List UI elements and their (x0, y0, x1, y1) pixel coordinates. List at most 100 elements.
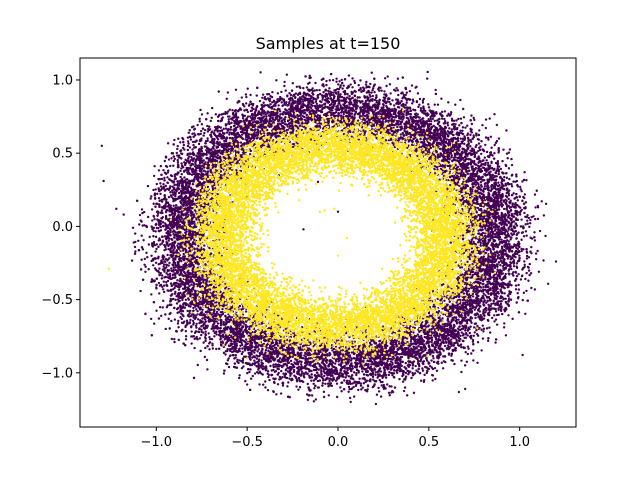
outer-ring-point (323, 374, 326, 378)
outer-ring-point (508, 280, 511, 283)
outer-ring-point (516, 183, 519, 187)
outer-ring-point (173, 183, 177, 186)
outer-ring-point (412, 391, 416, 395)
outer-ring-point (176, 278, 179, 282)
outer-ring-point (350, 387, 354, 390)
outer-ring-point (192, 306, 195, 310)
outer-ring-point (352, 395, 356, 398)
outer-ring-point (359, 384, 363, 387)
outer-ring-point (397, 93, 400, 97)
outer-ring-point (474, 316, 477, 320)
outer-ring-point (367, 112, 370, 115)
outer-ring-point (398, 377, 401, 381)
outer-ring-point (473, 331, 476, 334)
outer-ring-point (184, 338, 188, 341)
outer-ring-point (258, 383, 261, 386)
outer-ring-point (478, 148, 482, 152)
outer-ring-point (384, 376, 388, 379)
outer-ring-point (516, 292, 519, 295)
outer-ring-point (166, 142, 170, 145)
chart-title: Samples at t=150 (256, 34, 401, 53)
outer-ring-point (349, 400, 352, 404)
outer-ring-point (494, 341, 497, 344)
outer-ring-point (517, 283, 520, 287)
outer-ring-point (481, 123, 484, 127)
outer-ring-point (154, 235, 158, 239)
outer-ring-point (387, 391, 391, 395)
outer-ring-point (496, 160, 500, 163)
outer-ring-point (180, 162, 183, 165)
outer-ring-point (450, 128, 453, 131)
outer-ring-point (371, 87, 375, 90)
outer-ring-point (486, 197, 489, 200)
outer-ring-point (427, 148, 431, 152)
outer-ring-point (458, 124, 461, 127)
outer-ring-point (144, 270, 147, 273)
outer-ring-point (483, 299, 487, 302)
outer-ring-point (412, 331, 415, 334)
outer-ring-point (271, 90, 274, 94)
outer-ring-point (478, 225, 482, 228)
outer-ring-point (512, 265, 516, 268)
outer-ring-point (402, 389, 406, 393)
outer-ring-point (203, 131, 206, 135)
outer-ring-point (173, 157, 177, 161)
outer-ring-point (510, 184, 514, 188)
outer-ring-point (246, 330, 250, 334)
outer-ring-point (167, 247, 170, 251)
outer-ring-point (146, 215, 150, 219)
outer-ring-point (477, 229, 480, 232)
outer-ring-point (502, 326, 506, 329)
outer-ring-point (281, 104, 284, 108)
outer-ring-point (352, 371, 356, 374)
outer-ring-point (504, 272, 507, 276)
outer-ring-point (341, 87, 344, 90)
outer-ring-point (343, 367, 347, 370)
outer-ring-point (211, 130, 214, 133)
outer-ring-point (225, 97, 228, 101)
outer-ring-point (197, 330, 200, 333)
outer-ring-point (179, 141, 182, 144)
outer-ring-point (358, 377, 361, 380)
outer-ring-point (158, 292, 161, 295)
outer-ring-point (211, 342, 214, 345)
outer-ring-point (259, 71, 262, 74)
outer-ring-point (134, 250, 137, 253)
outer-ring-point (411, 367, 414, 370)
outer-ring-point (534, 206, 537, 209)
outer-ring-point (147, 243, 151, 246)
outer-ring-point (255, 370, 259, 374)
outer-ring-point (146, 256, 149, 259)
outer-ring-point (191, 319, 195, 323)
outer-ring-point (324, 382, 327, 385)
outer-ring-point (460, 370, 463, 374)
outer-ring-point (507, 197, 510, 201)
outer-ring-point (432, 357, 435, 360)
outer-ring-point (255, 94, 258, 97)
outer-ring-point (510, 182, 513, 186)
outer-ring-point (276, 383, 280, 386)
outer-ring-point (486, 299, 489, 302)
outer-ring-point (391, 133, 394, 137)
outer-ring-point (188, 284, 191, 288)
outer-ring-point (514, 270, 517, 274)
outer-ring-point (392, 104, 396, 107)
outer-ring-point (415, 85, 418, 89)
outer-ring-point (164, 223, 168, 226)
outer-ring-point (530, 251, 533, 255)
outer-ring-point (154, 188, 157, 191)
outer-ring-point (196, 363, 199, 367)
outer-ring-point (459, 98, 462, 102)
outer-ring-point (495, 175, 499, 178)
outer-ring-point (279, 113, 282, 116)
outer-ring-point (184, 335, 188, 338)
outer-ring-point (152, 235, 155, 238)
outer-ring-point (493, 143, 496, 147)
outer-ring-point (177, 288, 181, 291)
outer-ring-point (389, 92, 392, 95)
outer-ring-point (397, 342, 401, 345)
outer-ring-point (470, 122, 474, 126)
outer-ring-point (302, 115, 306, 119)
outer-ring-point (544, 234, 547, 238)
outer-ring-point (477, 142, 481, 145)
